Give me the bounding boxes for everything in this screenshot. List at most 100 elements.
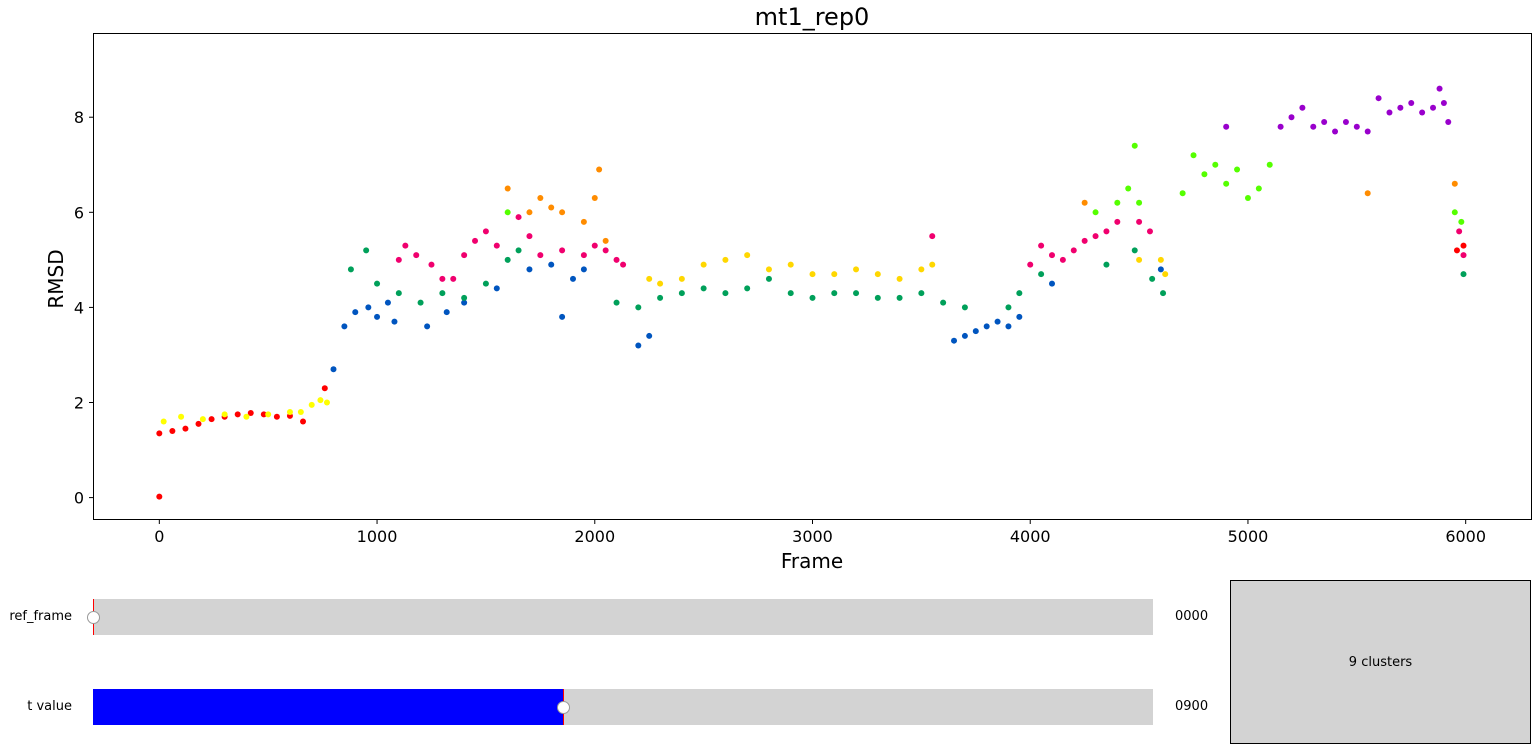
data-point [443, 309, 450, 316]
y-tick-label: 8 [74, 108, 84, 127]
data-point [1310, 123, 1317, 130]
data-point [1277, 123, 1284, 130]
ref-frame-slider[interactable] [93, 599, 1153, 635]
data-point [363, 247, 370, 254]
rmsd-scatter-chart: mt1_rep0 0 1000 2000 3000 4000 5000 6000 0 2 4 6 8… [44, 3, 1532, 573]
data-point [402, 242, 409, 249]
data-point [1092, 233, 1099, 240]
t-value-handle[interactable] [556, 701, 570, 714]
t-value-slider[interactable] [93, 689, 1153, 725]
data-point [1430, 104, 1437, 111]
data-point [515, 247, 522, 254]
data-point [461, 252, 468, 259]
data-point [347, 266, 354, 273]
data-point [1436, 85, 1443, 92]
x-tick-label: 0 [154, 527, 164, 546]
data-point [765, 275, 772, 282]
data-point [526, 266, 533, 273]
data-point [515, 214, 522, 221]
series-yellow [160, 397, 330, 425]
data-point [1016, 290, 1023, 297]
data-point [1027, 261, 1034, 268]
t-value-label: t value [27, 699, 72, 714]
chart-title: mt1_rep0 [755, 3, 870, 31]
data-point [1445, 118, 1452, 125]
data-point [1201, 171, 1208, 178]
data-point [1103, 261, 1110, 268]
data-points [156, 85, 1467, 500]
data-point [482, 228, 489, 235]
data-point [156, 430, 163, 437]
data-point [374, 313, 381, 320]
data-point [1114, 199, 1121, 206]
data-point [297, 409, 304, 416]
data-point [1016, 313, 1023, 320]
data-point [461, 294, 468, 301]
data-point [199, 416, 206, 423]
x-tick-label: 2000 [574, 527, 615, 546]
data-point [1453, 247, 1460, 254]
data-point [951, 337, 958, 344]
data-point [273, 413, 280, 420]
data-point [591, 195, 598, 202]
data-point [1386, 109, 1393, 116]
series-gold [646, 252, 1169, 287]
data-point [482, 280, 489, 287]
data-point [678, 275, 685, 282]
data-point [1038, 242, 1045, 249]
data-point [657, 280, 664, 287]
data-point [896, 294, 903, 301]
ref-frame-handle[interactable] [87, 611, 100, 624]
data-point [646, 275, 653, 282]
data-point [160, 418, 167, 425]
data-point [526, 209, 533, 216]
data-point [1059, 256, 1066, 263]
data-point [286, 409, 293, 416]
data-point [308, 401, 315, 408]
data-point [1332, 128, 1339, 135]
data-point [493, 285, 500, 292]
clusters-button-label: 9 clusters [1348, 654, 1413, 670]
data-point [317, 397, 324, 404]
series-magenta [395, 214, 1467, 282]
data-point [1136, 199, 1143, 206]
data-point [1223, 180, 1230, 187]
data-point [195, 420, 202, 427]
data-point [983, 323, 990, 330]
data-point [1136, 256, 1143, 263]
data-point [169, 428, 176, 435]
data-point [559, 313, 566, 320]
data-point [809, 294, 816, 301]
data-point [537, 195, 544, 202]
data-point [559, 209, 566, 216]
clusters-button[interactable]: 9 clusters [1230, 580, 1531, 744]
data-point [1451, 209, 1458, 216]
data-point [678, 290, 685, 297]
data-point [208, 416, 215, 423]
data-point [1038, 271, 1045, 278]
data-point [787, 290, 794, 297]
data-point [1160, 290, 1167, 297]
data-point [700, 261, 707, 268]
data-point [548, 204, 555, 211]
x-tick-label: 6000 [1445, 527, 1486, 546]
data-point [391, 318, 398, 325]
data-point [1342, 118, 1349, 125]
series-green [347, 247, 1467, 311]
data-point [439, 290, 446, 297]
data-point [1212, 161, 1219, 168]
series-purple [1223, 85, 1452, 135]
data-point [384, 299, 391, 306]
data-point [940, 299, 947, 306]
data-point [395, 256, 402, 263]
series-blue [330, 261, 1164, 373]
x-tick-label: 3000 [792, 527, 833, 546]
data-point [1419, 109, 1426, 116]
data-point [1321, 118, 1328, 125]
data-point [424, 323, 431, 330]
data-point [1092, 209, 1099, 216]
data-point [1440, 99, 1447, 106]
data-point [1244, 195, 1251, 202]
t-value-fill [93, 689, 563, 725]
data-point [853, 266, 860, 273]
